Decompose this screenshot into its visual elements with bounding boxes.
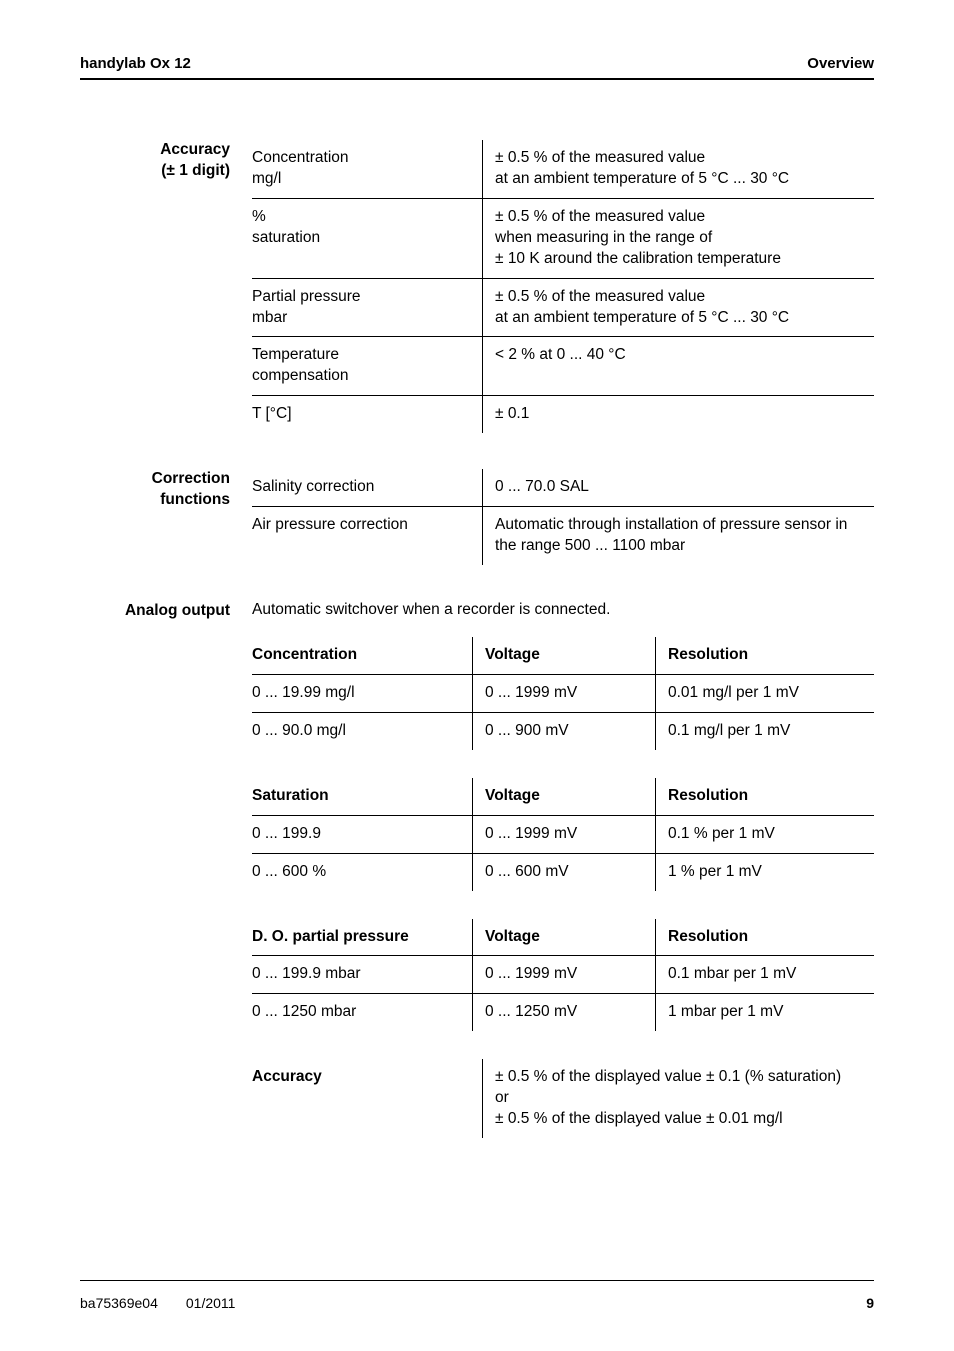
- table-row: Partial pressurembar ± 0.5 % of the meas…: [252, 278, 874, 337]
- table-cell: 0 ... 199.9 mbar: [252, 956, 473, 994]
- table-row: 0 ... 90.0 mg/l0 ... 900 mV0.1 mg/l per …: [252, 712, 874, 749]
- table-row: T [°C] ± 0.1: [252, 396, 874, 433]
- table-cell: 0.01 mg/l per 1 mV: [656, 674, 875, 712]
- table-cell: 0 ... 1999 mV: [473, 956, 656, 994]
- footer-rule: [80, 1280, 874, 1281]
- accuracy-value: ± 0.5 % of the measured valueat an ambie…: [483, 140, 875, 198]
- table-cell: 0 ... 600 mV: [473, 853, 656, 890]
- accuracy-param: Concentrationmg/l: [252, 140, 483, 198]
- table-row: Air pressure correction Automatic throug…: [252, 507, 874, 565]
- table-header-row: ConcentrationVoltageResolution: [252, 637, 874, 674]
- accuracy-value: ± 0.1: [483, 396, 875, 433]
- page-header: handylab Ox 12 Overview: [80, 55, 874, 78]
- table-cell: 0 ... 90.0 mg/l: [252, 712, 473, 749]
- accuracy-param: Temperaturecompensation: [252, 337, 483, 396]
- table-cell: 1 mbar per 1 mV: [656, 994, 875, 1031]
- table-cell: 0.1 % per 1 mV: [656, 815, 875, 853]
- column-header: D. O. partial pressure: [252, 919, 473, 956]
- correction-section: Correction functions Salinity correction…: [80, 469, 874, 565]
- header-rule: [80, 78, 874, 80]
- analog-output-content: Automatic switchover when a recorder is …: [252, 601, 874, 1138]
- analog-intro: Automatic switchover when a recorder is …: [252, 601, 874, 619]
- analog-tables: ConcentrationVoltageResolution0 ... 19.9…: [252, 637, 874, 1031]
- footer-doc: ba75369e04: [80, 1295, 158, 1311]
- analog-output-section: Analog output Automatic switchover when …: [80, 601, 874, 1138]
- accuracy-content: Concentrationmg/l ± 0.5 % of the measure…: [252, 140, 874, 433]
- accuracy-label-line2: (± 1 digit): [161, 162, 230, 179]
- accuracy-label-line1: Accuracy: [160, 141, 230, 158]
- accuracy-table-body: Concentrationmg/l ± 0.5 % of the measure…: [252, 140, 874, 433]
- table-row: 0 ... 199.9 mbar0 ... 1999 mV0.1 mbar pe…: [252, 956, 874, 994]
- correction-param: Salinity correction: [252, 469, 483, 506]
- accuracy-label: Accuracy (± 1 digit): [80, 140, 252, 182]
- correction-value: Automatic through installation of pressu…: [483, 507, 875, 565]
- column-header: Resolution: [656, 778, 875, 815]
- correction-param: Air pressure correction: [252, 507, 483, 565]
- analog-table: D. O. partial pressureVoltageResolution0…: [252, 919, 874, 1032]
- analog-output-label: Analog output: [80, 601, 252, 622]
- table-header-row: D. O. partial pressureVoltageResolution: [252, 919, 874, 956]
- column-header: Resolution: [656, 919, 875, 956]
- table-cell: 0 ... 1250 mbar: [252, 994, 473, 1031]
- accuracy-param: %saturation: [252, 198, 483, 278]
- correction-label-line1: Correction: [152, 470, 230, 487]
- table-row: Concentrationmg/l ± 0.5 % of the measure…: [252, 140, 874, 198]
- correction-table-body: Salinity correction 0 ... 70.0 SAL Air p…: [252, 469, 874, 565]
- table-cell: 0 ... 600 %: [252, 853, 473, 890]
- table-cell: 0 ... 900 mV: [473, 712, 656, 749]
- analog-table: ConcentrationVoltageResolution0 ... 19.9…: [252, 637, 874, 750]
- footer-left: ba75369e04 01/2011: [80, 1295, 235, 1311]
- analog-table: SaturationVoltageResolution0 ... 199.90 …: [252, 778, 874, 891]
- table-row: Salinity correction 0 ... 70.0 SAL: [252, 469, 874, 506]
- column-header: Saturation: [252, 778, 473, 815]
- analog-accuracy-label: Accuracy: [252, 1059, 483, 1138]
- table-cell: 0 ... 1999 mV: [473, 674, 656, 712]
- analog-accuracy-value: ± 0.5 % of the displayed value ± 0.1 (% …: [483, 1059, 875, 1138]
- table-cell: 0 ... 19.99 mg/l: [252, 674, 473, 712]
- table-row: Temperaturecompensation < 2 % at 0 ... 4…: [252, 337, 874, 396]
- header-right: Overview: [807, 55, 874, 72]
- table-row: 0 ... 19.99 mg/l0 ... 1999 mV0.01 mg/l p…: [252, 674, 874, 712]
- accuracy-param: Partial pressurembar: [252, 278, 483, 337]
- correction-value: 0 ... 70.0 SAL: [483, 469, 875, 506]
- table-row: 0 ... 600 %0 ... 600 mV1 % per 1 mV: [252, 853, 874, 890]
- correction-label-line2: functions: [160, 491, 230, 508]
- table-cell: 0.1 mg/l per 1 mV: [656, 712, 875, 749]
- table-cell: 1 % per 1 mV: [656, 853, 875, 890]
- table-row: %saturation ± 0.5 % of the measured valu…: [252, 198, 874, 278]
- table-cell: 0 ... 1250 mV: [473, 994, 656, 1031]
- footer-row: ba75369e04 01/2011 9: [80, 1295, 874, 1311]
- footer-date: 01/2011: [186, 1295, 236, 1311]
- table-row: 0 ... 1250 mbar0 ... 1250 mV1 mbar per 1…: [252, 994, 874, 1031]
- column-header: Concentration: [252, 637, 473, 674]
- page: handylab Ox 12 Overview Accuracy (± 1 di…: [0, 0, 954, 1351]
- table-row: Accuracy ± 0.5 % of the displayed value …: [252, 1059, 874, 1138]
- table-header-row: SaturationVoltageResolution: [252, 778, 874, 815]
- column-header: Voltage: [473, 778, 656, 815]
- table-cell: 0 ... 199.9: [252, 815, 473, 853]
- accuracy-section: Accuracy (± 1 digit) Concentrationmg/l ±…: [80, 140, 874, 433]
- column-header: Voltage: [473, 637, 656, 674]
- column-header: Resolution: [656, 637, 875, 674]
- correction-label: Correction functions: [80, 469, 252, 511]
- accuracy-param: T [°C]: [252, 396, 483, 433]
- analog-accuracy-table: Accuracy ± 0.5 % of the displayed value …: [252, 1059, 874, 1138]
- footer-page: 9: [866, 1295, 874, 1311]
- column-header: Voltage: [473, 919, 656, 956]
- header-left: handylab Ox 12: [80, 55, 191, 72]
- correction-table: Salinity correction 0 ... 70.0 SAL Air p…: [252, 469, 874, 565]
- table-row: 0 ... 199.90 ... 1999 mV0.1 % per 1 mV: [252, 815, 874, 853]
- correction-content: Salinity correction 0 ... 70.0 SAL Air p…: [252, 469, 874, 565]
- accuracy-value: < 2 % at 0 ... 40 °C: [483, 337, 875, 396]
- accuracy-table: Concentrationmg/l ± 0.5 % of the measure…: [252, 140, 874, 433]
- accuracy-value: ± 0.5 % of the measured valuewhen measur…: [483, 198, 875, 278]
- accuracy-value: ± 0.5 % of the measured valueat an ambie…: [483, 278, 875, 337]
- table-cell: 0 ... 1999 mV: [473, 815, 656, 853]
- page-footer: ba75369e04 01/2011 9: [80, 1280, 874, 1311]
- table-cell: 0.1 mbar per 1 mV: [656, 956, 875, 994]
